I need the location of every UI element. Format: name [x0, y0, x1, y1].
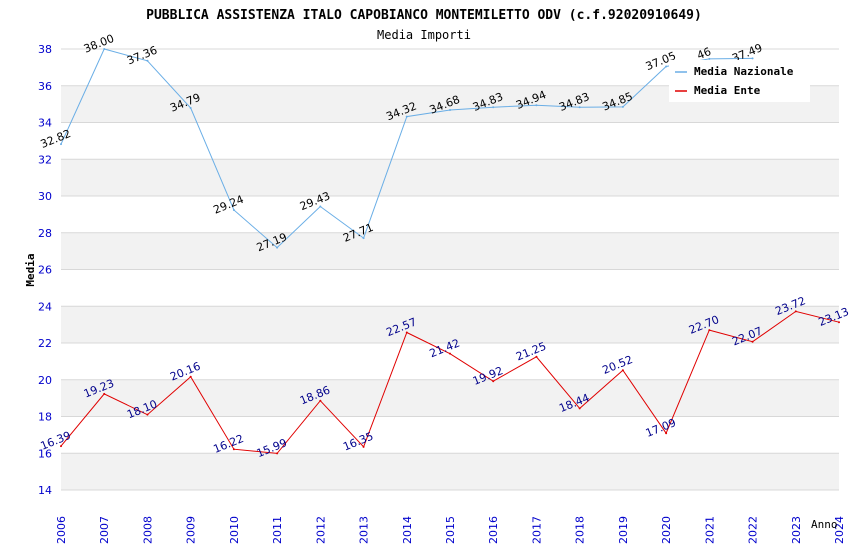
data-point [276, 246, 279, 249]
data-point [492, 106, 495, 109]
data-point [189, 375, 192, 378]
data-point [492, 380, 495, 383]
x-tick-label: 2022 [747, 516, 760, 544]
y-tick-label: 36 [38, 80, 52, 93]
data-point [621, 369, 624, 372]
data-point [319, 205, 322, 208]
x-tick-label: 2006 [55, 516, 68, 544]
x-tick-label: 2011 [271, 516, 284, 544]
y-tick-label: 22 [38, 337, 52, 350]
y-tick-label: 18 [38, 411, 52, 424]
legend-label-nazionale: Media Nazionale [694, 65, 794, 78]
x-tick-label: 2016 [487, 516, 500, 544]
data-point [578, 106, 581, 109]
y-tick-label: 14 [38, 484, 52, 497]
data-point [665, 65, 668, 68]
legend-box [669, 60, 810, 102]
data-point [362, 237, 365, 240]
data-point [146, 413, 149, 416]
x-tick-label: 2019 [617, 516, 630, 544]
data-point [535, 355, 538, 358]
x-axis-label: Anno [811, 518, 838, 531]
band [61, 232, 839, 270]
chart-subtitle: Media Importi [377, 28, 471, 42]
data-label: 46 [695, 45, 713, 62]
data-point [449, 109, 451, 112]
data-point [751, 57, 754, 60]
data-point [621, 105, 624, 108]
data-point [60, 143, 62, 146]
y-tick-label: 32 [38, 153, 52, 166]
x-tick-label: 2015 [444, 516, 457, 544]
chart-title: PUBBLICA ASSISTENZA ITALO CAPOBIANCO MON… [146, 8, 702, 23]
x-tick-label: 2023 [790, 516, 803, 544]
x-tick-label: 2017 [530, 516, 543, 544]
x-axis: 2006 2007 2008 2009 2010 2011 2012 2013 2014 2015… [55, 516, 846, 544]
series-layer [60, 48, 840, 455]
data-point [276, 452, 279, 455]
y-tick-label: 20 [38, 374, 52, 387]
data-point [449, 352, 451, 355]
data-point [794, 310, 797, 313]
data-point [665, 432, 668, 435]
data-point [535, 104, 538, 107]
band [61, 453, 839, 490]
data-point [405, 115, 408, 118]
x-tick-label: 2007 [98, 516, 111, 544]
data-point [232, 448, 235, 451]
x-tick-label: 2009 [185, 516, 198, 544]
data-point [708, 329, 711, 332]
data-point [60, 445, 62, 448]
y-tick-label: 26 [38, 264, 52, 277]
data-point [405, 331, 408, 334]
x-tick-label: 2008 [141, 516, 154, 544]
data-point [232, 208, 235, 211]
data-point [362, 445, 365, 448]
x-tick-label: 2014 [401, 516, 414, 544]
y-tick-label: 38 [38, 43, 52, 56]
y-tick-label: 16 [38, 447, 52, 460]
x-tick-label: 2018 [574, 516, 587, 544]
grid-lines [61, 48, 839, 491]
y-tick-label: 30 [38, 190, 52, 203]
y-tick-label: 24 [38, 300, 52, 313]
data-point [578, 407, 581, 410]
data-point [838, 321, 840, 324]
x-tick-label: 2012 [314, 516, 327, 544]
data-point [708, 57, 711, 60]
x-tick-label: 2010 [228, 516, 241, 544]
legend: Media Nazionale Media Ente [669, 60, 810, 102]
data-point [189, 106, 192, 109]
data-point [103, 48, 106, 50]
y-tick-label: 34 [38, 117, 52, 130]
y-axis-label: Media [24, 253, 37, 286]
band [61, 306, 839, 343]
y-axis: 14 16 18 20 22 24 26 28 30 32 34 36 38 [38, 43, 52, 497]
data-point [751, 340, 754, 343]
legend-label-ente: Media Ente [694, 84, 761, 97]
band [61, 159, 839, 196]
x-tick-label: 2020 [660, 516, 673, 544]
data-point [103, 392, 106, 395]
y-tick-label: 28 [38, 227, 52, 240]
x-tick-label: 2021 [703, 516, 716, 544]
x-tick-label: 2013 [358, 516, 371, 544]
data-point [146, 59, 149, 62]
data-point [319, 399, 322, 402]
x-tick-label: 2024 [833, 516, 846, 544]
band [61, 379, 839, 417]
